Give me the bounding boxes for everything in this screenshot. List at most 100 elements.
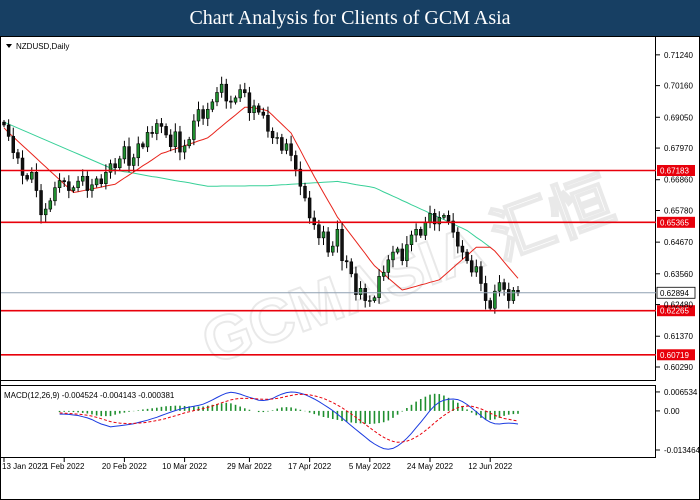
macd-indicator: 0.006534 0.00 -0.013464 bbox=[58, 388, 700, 455]
level-label: 0.62265 bbox=[660, 307, 689, 316]
price-tick-label: 0.61370 bbox=[664, 332, 693, 341]
candle bbox=[465, 249, 469, 264]
candle bbox=[381, 265, 386, 281]
candle bbox=[261, 107, 266, 119]
price-tick-label: 0.65780 bbox=[664, 206, 693, 215]
candle bbox=[159, 117, 164, 134]
macd-label: MACD(12,26,9) -0.004524 -0.004143 -0.000… bbox=[4, 391, 175, 400]
signal-line bbox=[59, 393, 519, 443]
dropdown-triangle-icon[interactable] bbox=[6, 44, 12, 48]
candle bbox=[460, 240, 465, 260]
candle bbox=[386, 255, 391, 280]
ma-fast-line bbox=[3, 106, 519, 291]
date-tick-label: 10 Mar 2022 bbox=[162, 462, 207, 471]
price-tick-label: 0.69050 bbox=[664, 113, 693, 122]
candle bbox=[256, 103, 261, 115]
candle bbox=[414, 223, 418, 243]
level-label: 0.65365 bbox=[660, 218, 689, 227]
candle bbox=[456, 227, 460, 254]
candle bbox=[118, 155, 122, 171]
price-tick-label: 0.62480 bbox=[664, 301, 693, 310]
candle bbox=[233, 95, 238, 105]
candle bbox=[511, 287, 516, 304]
level-label: 0.67183 bbox=[660, 166, 689, 175]
candle bbox=[493, 284, 497, 314]
date-tick-label: 17 Apr 2022 bbox=[288, 462, 332, 471]
candle bbox=[451, 213, 455, 238]
candle bbox=[270, 127, 275, 144]
header-banner: Chart Analysis for Clients of GCM Asia bbox=[0, 0, 700, 36]
candle bbox=[90, 178, 94, 198]
candle bbox=[48, 197, 53, 213]
candle bbox=[349, 258, 354, 278]
candle bbox=[127, 137, 131, 173]
candle bbox=[238, 84, 242, 102]
candle bbox=[53, 181, 57, 206]
candle bbox=[224, 78, 229, 109]
candle bbox=[307, 190, 312, 224]
candle bbox=[321, 225, 326, 246]
candle bbox=[215, 87, 219, 107]
candle bbox=[67, 175, 71, 199]
candle bbox=[155, 119, 159, 141]
candle bbox=[432, 208, 437, 231]
current-price-label: 0.62894 bbox=[660, 289, 689, 298]
candle bbox=[293, 150, 298, 177]
candle bbox=[94, 176, 99, 188]
macd-histogram bbox=[58, 393, 519, 424]
candle bbox=[178, 125, 182, 161]
candle bbox=[312, 210, 316, 230]
level-badge bbox=[657, 164, 695, 176]
candle bbox=[252, 99, 256, 121]
candle bbox=[164, 123, 168, 138]
level-badge bbox=[657, 305, 695, 317]
candle bbox=[400, 243, 404, 266]
candle bbox=[80, 169, 85, 186]
candle bbox=[354, 266, 358, 301]
candle bbox=[104, 164, 108, 190]
candle bbox=[368, 295, 372, 307]
moving-averages bbox=[3, 106, 519, 291]
price-axis: 0.71240 0.70160 0.69050 0.67970 0.66860 0.657… bbox=[656, 51, 693, 372]
price-tick-label: 0.63560 bbox=[664, 270, 693, 279]
ma-slow-line bbox=[3, 121, 491, 248]
candle bbox=[507, 282, 511, 309]
candle bbox=[20, 150, 25, 185]
candle bbox=[11, 127, 15, 160]
candle bbox=[275, 132, 279, 145]
candle bbox=[182, 139, 187, 160]
candle bbox=[2, 119, 6, 128]
date-tick-label: 12 Jun 2022 bbox=[468, 462, 513, 471]
candle bbox=[247, 86, 252, 121]
candle bbox=[108, 159, 113, 179]
candle bbox=[39, 184, 43, 224]
candle bbox=[284, 138, 289, 155]
candle bbox=[469, 254, 474, 277]
date-tick-label: 20 Feb 2022 bbox=[102, 462, 147, 471]
level-badge bbox=[657, 349, 695, 361]
candle bbox=[229, 95, 233, 109]
candle bbox=[6, 119, 11, 141]
date-tick-label: 1 Feb 2022 bbox=[44, 462, 85, 471]
candle bbox=[409, 230, 414, 252]
candle bbox=[419, 226, 423, 238]
candle bbox=[219, 76, 224, 98]
price-tick-label: 0.70160 bbox=[664, 82, 693, 91]
candle bbox=[150, 125, 154, 138]
candle bbox=[372, 295, 377, 303]
date-tick-label: 24 May 2022 bbox=[407, 462, 454, 471]
support-resistance-levels: 0.67183 0.65365 0.62265 0.60719 0.62894 bbox=[1, 164, 696, 361]
candle bbox=[76, 176, 80, 192]
price-tick-label: 0.67970 bbox=[664, 144, 693, 153]
candle bbox=[43, 203, 48, 222]
candle bbox=[391, 245, 395, 268]
macd-tick-label: 0.006534 bbox=[664, 388, 698, 397]
candle bbox=[71, 185, 76, 193]
candle bbox=[131, 153, 136, 172]
candle bbox=[331, 241, 335, 256]
candle bbox=[122, 140, 127, 164]
candle bbox=[192, 114, 196, 146]
candle bbox=[141, 141, 145, 150]
candle bbox=[210, 99, 215, 113]
